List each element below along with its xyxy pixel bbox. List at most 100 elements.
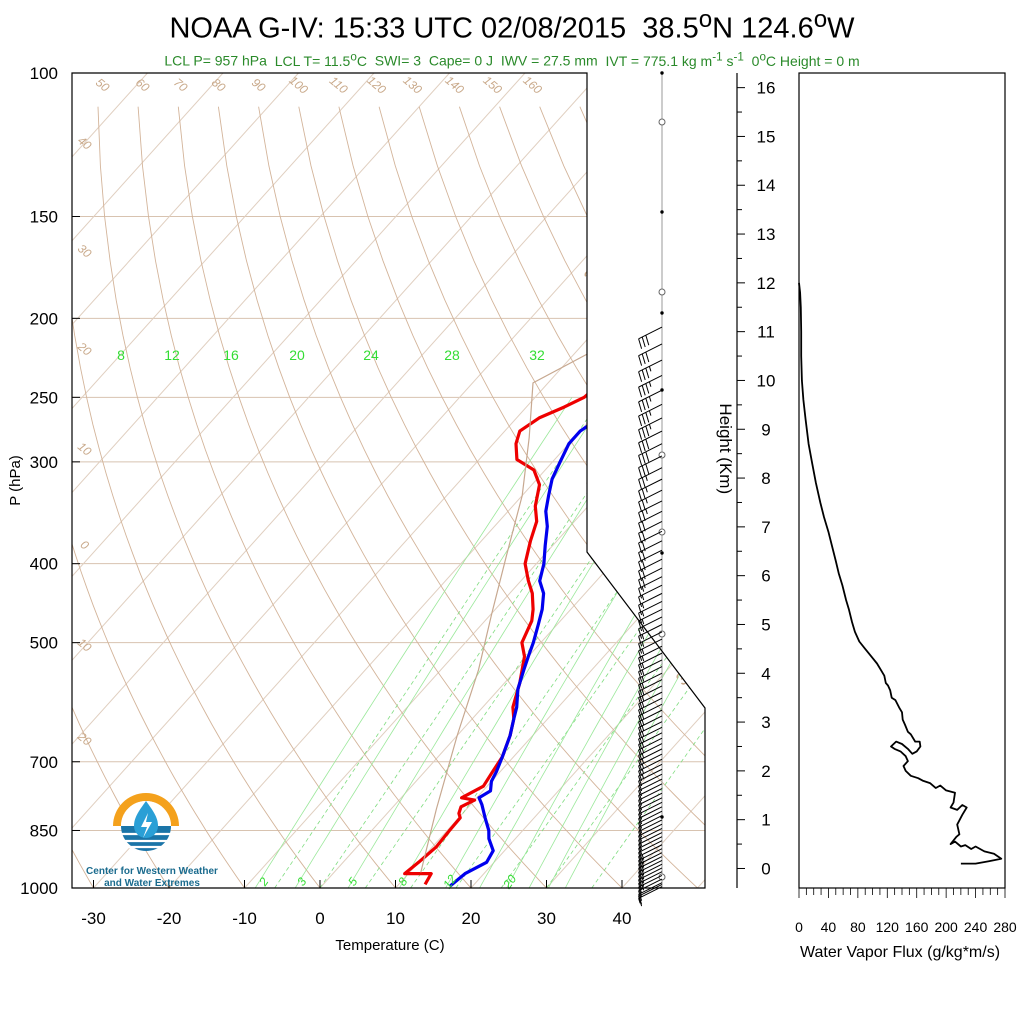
wind-barb <box>638 753 663 776</box>
wind-barb <box>638 500 663 523</box>
skew-t-background <box>72 73 1024 906</box>
wind-barb <box>638 443 663 466</box>
dry-adiabat-label: 130 <box>400 73 425 97</box>
dry-adiabat-label: 150 <box>480 73 505 97</box>
wind-marker <box>660 551 664 555</box>
y-tick-label: 500 <box>30 634 58 653</box>
flux-tick-label: 200 <box>934 919 958 935</box>
wind-barb <box>638 549 663 572</box>
wind-barb <box>638 773 663 797</box>
dry-adiabat-label: 160 <box>520 73 545 97</box>
dry-adiabat-label: 50 <box>93 75 112 95</box>
mixing-ratio-label: 20 <box>289 347 305 363</box>
dry-adiabat <box>741 107 1024 906</box>
dry-adiabat-label: 90 <box>249 75 268 95</box>
dry-adiabat-label: 20 <box>74 729 94 749</box>
wind-barb <box>638 455 663 478</box>
dry-adiabat-label: 10 <box>75 439 94 459</box>
mixing-ratio-label: 16 <box>223 347 239 363</box>
wind-barb <box>638 840 663 863</box>
cw3e-logo <box>113 793 179 851</box>
wind-barb <box>638 815 663 838</box>
chart-title: NOAA G-IV: 15:33 UTC 02/08/2015 38.5oN 1… <box>169 6 855 45</box>
wind-barb <box>638 810 663 834</box>
isotherm <box>72 73 375 410</box>
isotherm <box>72 73 677 745</box>
flux-tick-label: 0 <box>795 919 803 935</box>
wind-barb <box>638 343 663 366</box>
flux-tick-label: 80 <box>850 919 866 935</box>
wind-barb <box>638 709 663 732</box>
wind-barb <box>638 659 663 682</box>
dry-adiabat-label: 60 <box>133 75 152 95</box>
y-tick-label: 850 <box>30 821 58 840</box>
wind-barb <box>638 827 663 851</box>
height-tick-label: 3 <box>761 713 770 732</box>
wind-barb <box>638 631 663 654</box>
x-tick-label: -10 <box>232 909 257 928</box>
x-tick-label: 40 <box>613 909 632 928</box>
wind-barb <box>638 567 663 590</box>
wind-barb <box>638 721 663 744</box>
wind-barb <box>638 732 663 755</box>
dry-adiabat <box>177 106 548 888</box>
flux-frame <box>798 72 1006 889</box>
wind-barb <box>638 540 663 563</box>
wind-barb <box>638 743 663 766</box>
lcl-p: LCL P= 957 hPa <box>164 52 267 69</box>
dry-adiabat <box>821 107 1024 906</box>
wind-barb <box>638 652 663 675</box>
wind-barb <box>638 778 663 801</box>
mixing-ratio-line <box>548 600 705 888</box>
wind-barb <box>638 748 663 771</box>
wind-barb <box>638 848 663 871</box>
height-tick-label: 0 <box>761 859 770 878</box>
isotherm <box>470 627 705 888</box>
wind-barb <box>638 467 663 490</box>
wind-barb <box>638 478 663 501</box>
dry-adiabat <box>659 106 705 193</box>
height-axis-label: Height (Km) <box>716 403 735 494</box>
mixing-ratio-label: 8 <box>117 347 125 363</box>
wind-barb <box>638 726 663 750</box>
dry-adiabat <box>72 314 321 888</box>
height-tick-label: 14 <box>757 176 776 195</box>
mixing-ratio-label: 5 <box>345 875 360 889</box>
x-tick-label: 10 <box>386 909 405 928</box>
dry-adiabat <box>298 106 705 826</box>
height-tick-label: 12 <box>757 274 776 293</box>
height-tick-label: 9 <box>761 420 770 439</box>
wind-barb <box>638 836 663 859</box>
dry-adiabat <box>861 107 1024 906</box>
wind-barb <box>638 856 663 879</box>
wind-barb <box>638 783 663 806</box>
height-tick-label: 10 <box>757 371 776 390</box>
wind-barb <box>638 510 663 534</box>
height-tick-label: 1 <box>761 811 770 830</box>
dry-adiabat-label: 70 <box>171 75 190 95</box>
flux-tick-label: 40 <box>821 919 837 935</box>
wind-barb <box>638 592 663 616</box>
isotherm <box>72 73 224 242</box>
wind-barb <box>638 608 663 632</box>
mixing-ratio-line <box>347 397 653 888</box>
wind-barb <box>638 832 663 855</box>
x-axis-label: Temperature (C) <box>335 937 444 954</box>
lcl-t: LCL T= 11.5oC <box>274 50 367 69</box>
dry-adiabat-label: 0 <box>78 537 92 552</box>
mixing-ratio-line <box>528 570 705 888</box>
wind-barb <box>638 788 663 811</box>
x-tick-label: 0 <box>315 909 324 928</box>
y-axis-label: P (hPa) <box>7 455 24 506</box>
mixing-ratio-label: 24 <box>363 347 379 363</box>
wind-barb <box>638 374 663 398</box>
height-tick-label: 2 <box>761 762 770 781</box>
y-tick-label: 150 <box>30 208 58 227</box>
wind-barb <box>638 666 663 689</box>
wind-barb <box>638 758 663 782</box>
wind-barb <box>638 624 663 647</box>
wind-barb <box>638 558 663 582</box>
logo-caption: Center for Western Weather and Water Extr… <box>86 866 218 889</box>
